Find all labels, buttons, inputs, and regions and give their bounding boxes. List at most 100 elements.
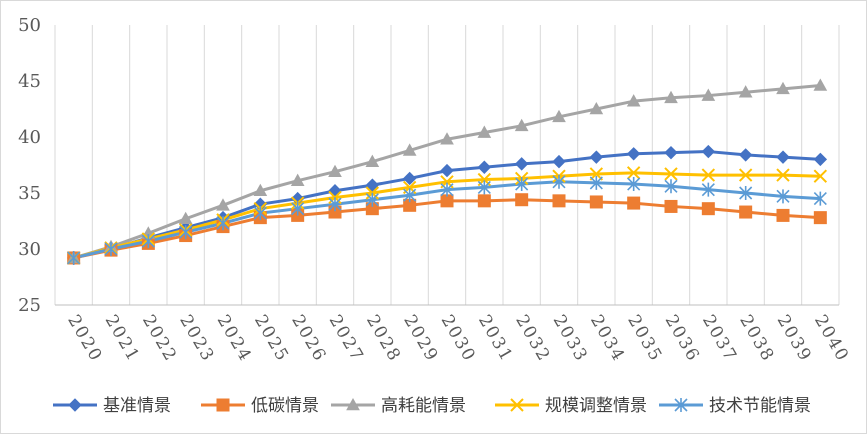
x-tick-label: 2037 (698, 312, 741, 366)
series-marker (365, 178, 380, 192)
series-marker (515, 193, 529, 207)
series-marker (104, 242, 118, 256)
series-marker (776, 150, 790, 164)
x-tick-label: 2040 (810, 312, 853, 366)
series-marker (738, 85, 753, 98)
series-marker (403, 188, 417, 203)
series-marker (813, 191, 827, 206)
series-marker (701, 182, 715, 197)
x-tick-label: 2023 (175, 312, 218, 366)
series-marker (664, 179, 678, 194)
series-marker (552, 109, 566, 123)
y-tick-label: 50 (18, 15, 41, 36)
x-tick-label: 2031 (474, 312, 517, 366)
series-marker (739, 186, 753, 200)
legend-item: 低碳情景 (201, 396, 319, 416)
series-marker (552, 174, 566, 189)
series-marker (589, 175, 603, 190)
series-marker (627, 196, 641, 210)
y-tick-label: 45 (18, 71, 41, 92)
series-marker (216, 216, 230, 231)
series-marker (216, 398, 230, 412)
legend-item: 规模调整情景 (495, 396, 647, 416)
series-marker (365, 154, 380, 167)
x-tick-label: 2038 (735, 312, 778, 366)
legend-item: 基准情景 (53, 396, 171, 416)
series-marker (701, 202, 715, 216)
y-tick-label: 40 (18, 127, 41, 148)
series-marker (739, 205, 753, 219)
x-tick-label: 2022 (138, 312, 181, 366)
series-marker (813, 78, 828, 91)
series-marker (589, 195, 603, 209)
series-marker (664, 167, 678, 181)
series-marker (328, 197, 342, 212)
x-tick-label: 2034 (586, 312, 629, 366)
series-marker (589, 101, 604, 115)
series-marker (440, 163, 454, 178)
legend-item: 高耗能情景 (331, 396, 466, 416)
series-marker (67, 250, 81, 265)
series-marker (510, 398, 524, 412)
series-marker (626, 166, 641, 180)
series-marker (178, 211, 193, 225)
y-tick-label: 25 (18, 295, 41, 316)
y-tick-label: 35 (18, 183, 41, 204)
series-marker (477, 194, 491, 208)
x-tick-label: 2039 (773, 312, 816, 366)
series-marker (514, 157, 529, 171)
series-marker (402, 143, 417, 156)
x-tick-label: 2028 (362, 312, 405, 366)
series-markers (66, 78, 828, 265)
x-tick-label: 2021 (101, 312, 144, 366)
series-marker (552, 154, 566, 169)
series-marker (253, 183, 268, 197)
series-marker (346, 397, 360, 411)
x-tick-label: 2024 (213, 312, 256, 366)
x-tick-label: 2036 (661, 312, 704, 366)
series-marker (290, 173, 305, 186)
legend-label: 低碳情景 (251, 396, 319, 416)
series-marker (626, 94, 641, 107)
series-marker (477, 125, 492, 138)
series-marker (701, 144, 716, 159)
series-marker (664, 90, 678, 104)
series-marker (365, 192, 379, 207)
series-marker (627, 177, 641, 192)
series-marker (776, 208, 790, 222)
x-tick-label: 2032 (511, 312, 554, 366)
legend: 基准情景 低碳情景 高耗能情景 规模调整情景 技术节能情景 (53, 396, 811, 416)
series-marker (253, 206, 267, 221)
series-marker (813, 169, 828, 183)
legend-label: 基准情景 (103, 396, 171, 416)
legend-item: 技术节能情景 (659, 396, 811, 416)
series-marker (701, 168, 716, 182)
legend-label: 技术节能情景 (709, 396, 811, 416)
series-marker (291, 201, 305, 216)
x-tick-label: 2029 (399, 312, 442, 366)
series-marker (141, 234, 155, 249)
series-marker (440, 182, 454, 197)
series-marker (701, 88, 716, 101)
series-marker (776, 189, 790, 204)
series-marker (515, 177, 529, 192)
y-tick-label: 30 (18, 239, 41, 260)
series-marker (776, 81, 790, 95)
series-marker (738, 148, 753, 162)
series-marker (477, 160, 492, 174)
series-marker (328, 164, 342, 178)
series-marker (440, 132, 454, 145)
series-marker (674, 398, 688, 412)
series-marker (328, 184, 342, 198)
series-marker (813, 211, 827, 225)
x-tick-label: 2033 (549, 312, 592, 366)
series-marker (477, 180, 491, 195)
series-marker (664, 199, 678, 213)
x-tick-label: 2035 (623, 312, 666, 366)
x-tick-label: 2030 (437, 312, 480, 366)
x-tick-label: 2026 (287, 312, 330, 366)
series-marker (402, 171, 417, 186)
series-marker (664, 145, 678, 160)
